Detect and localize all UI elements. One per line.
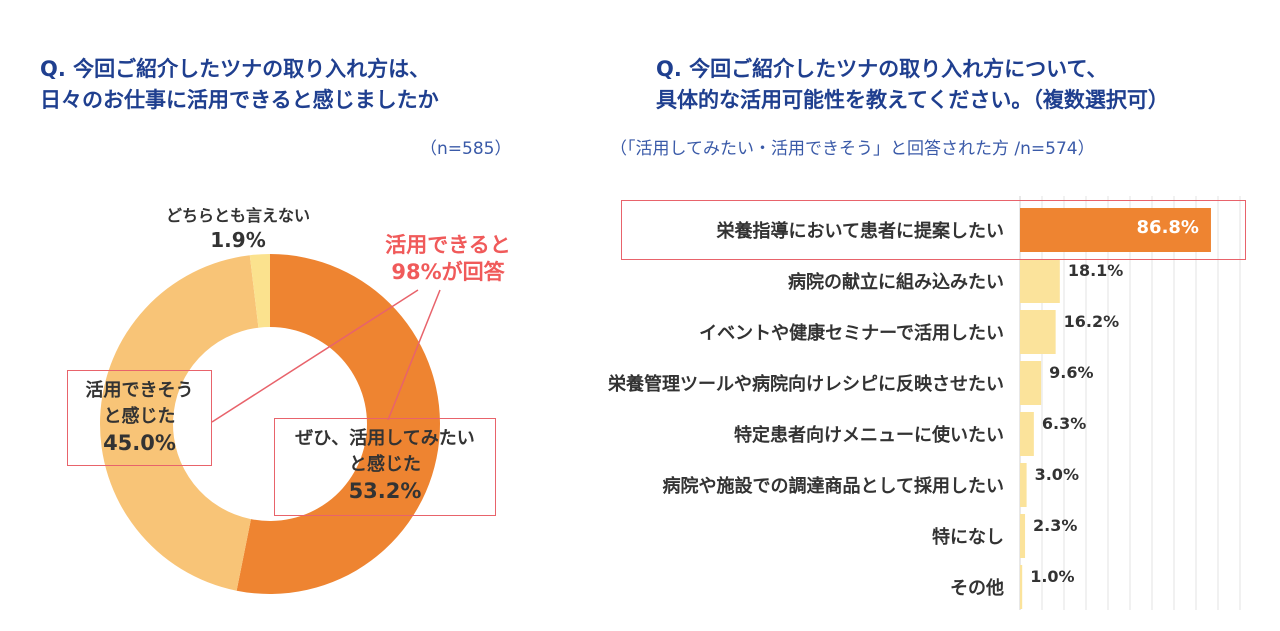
bar-category-label-3: イベントや健康セミナーで活用したい (699, 323, 1004, 344)
bar-value-label-1: 86.8% (1136, 217, 1199, 238)
bar-value-label-5: 6.3% (1041, 414, 1087, 433)
bar-title-line-1: Q. 今回ご紹介したツナの取り入れ方について、 (656, 57, 1108, 81)
highlight-box-top-bar (621, 200, 1246, 260)
bar-3 (1020, 310, 1056, 354)
bar-category-label-1: 栄養指導において患者に提案したい (716, 221, 1004, 242)
slice-label-definitely: ぜひ、活用してみたい と感じた 53.2% (274, 426, 496, 504)
label-box-likely (67, 370, 212, 466)
bar-sample-size: （「活用してみたい・活用できそう」と回答された方 /n=574） (610, 139, 1095, 159)
slice-label-definitely-line-2: と感じた (349, 454, 421, 475)
bar-value-label-7: 2.3% (1033, 516, 1078, 535)
bar-value-label-4: 9.6% (1049, 363, 1094, 382)
donut-slice-neutral (249, 254, 270, 328)
bar-6 (1020, 463, 1027, 507)
slice-value-definitely: 53.2% (348, 479, 422, 503)
bar-2 (1020, 259, 1060, 303)
donut-slice-definitely (236, 254, 440, 595)
callout-connector-1 (387, 289, 441, 421)
label-box-definitely (274, 418, 496, 516)
callout-line-2: 98%が回答 (391, 260, 505, 284)
slice-label-neutral: どちらとも言えない 1.9% (138, 204, 338, 252)
slice-value-neutral: 1.9% (210, 228, 266, 252)
bar-value-label-8: 1.0% (1030, 567, 1075, 586)
bar-category-label-8: その他 (950, 578, 1004, 599)
bar-5 (1020, 412, 1034, 456)
bar-category-label-5: 特定患者向けメニューに使いたい (734, 425, 1004, 446)
donut-sample-size: （n=585） (420, 139, 512, 159)
bar-category-label-4: 栄養管理ツールや病院向けレシピに反映させたい (608, 374, 1004, 395)
bar-8 (1020, 565, 1023, 609)
bar-category-label-7: 特になし (932, 527, 1004, 548)
slice-value-likely: 45.0% (103, 431, 176, 455)
bar-category-label-2: 病院の献立に組み込みたい (788, 272, 1004, 293)
bar-title-line-2: 具体的な活用可能性を教えてください。（複数選択可） (656, 88, 1169, 112)
slice-label-definitely-line-1: ぜひ、活用してみたい (295, 428, 475, 449)
slice-label-likely-line-2: と感じた (103, 406, 176, 427)
donut-slice-likely (99, 255, 259, 591)
bar-value-label-2: 18.1% (1067, 261, 1124, 280)
callout-98-percent: 活用できると 98%が回答 (368, 232, 528, 286)
bar-value-label-6: 3.0% (1034, 465, 1079, 484)
bar-value-label-3: 16.2% (1063, 312, 1120, 331)
callout-connector-2 (211, 289, 419, 423)
slice-label-likely: 活用できそう と感じた 45.0% (67, 378, 212, 456)
callout-line-1: 活用できると (385, 233, 511, 257)
bar-category-label-6: 病院や施設での調達商品として採用したい (662, 476, 1004, 497)
bar-1 (1020, 208, 1211, 252)
donut-title-line-2: 日々のお仕事に活用できると感じましたか (40, 88, 439, 112)
donut-title-line-1: Q. 今回ご紹介したツナの取り入れ方は、 (40, 57, 431, 81)
bar-4 (1020, 361, 1042, 405)
slice-label-neutral-line-1: どちらとも言えない (165, 206, 310, 225)
donut-chart (99, 254, 441, 595)
slice-label-likely-line-1: 活用できそう (85, 380, 194, 401)
bar-7 (1020, 514, 1026, 558)
